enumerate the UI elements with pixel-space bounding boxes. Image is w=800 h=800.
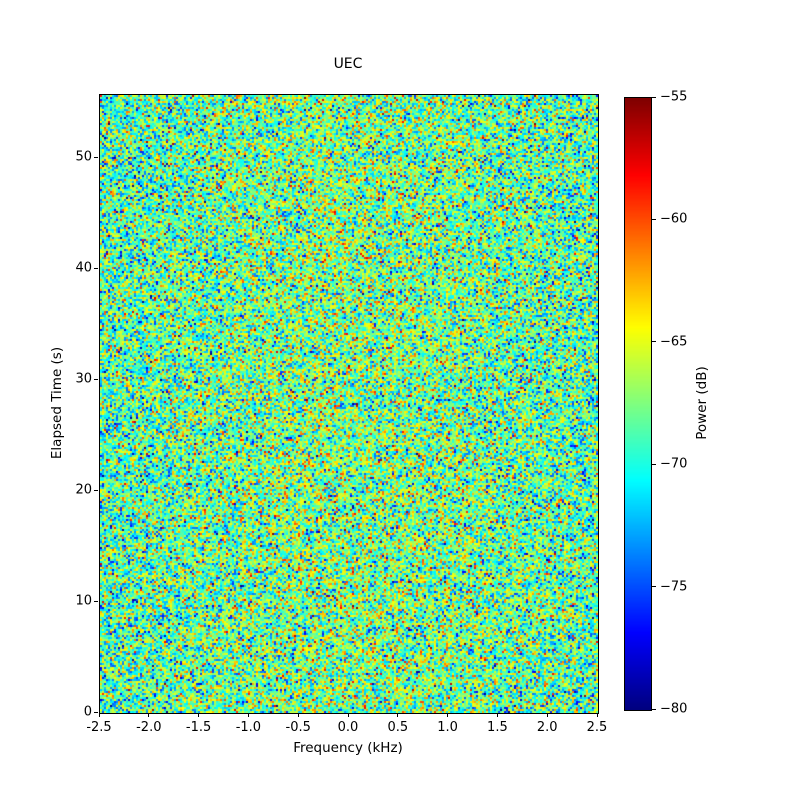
x-tick-label: 2.5: [586, 720, 608, 735]
figure-title: UEC: [333, 56, 363, 72]
colorbar-tick-label: −70: [660, 456, 688, 472]
colorbar-tick-label: −65: [660, 334, 688, 350]
colorbar-tick-label: −75: [660, 579, 688, 595]
x-tick-label: -2.5: [86, 720, 112, 735]
colorbar-tick-mark: [652, 586, 656, 588]
y-tick-mark: [94, 711, 98, 713]
colorbar-label: Power (dB): [694, 366, 710, 440]
colorbar-tick-label: −55: [660, 89, 688, 105]
x-tick-label: 0.5: [387, 720, 409, 735]
colorbar-tick-mark: [652, 708, 656, 710]
x-tick-mark: [546, 713, 548, 717]
x-tick-mark: [198, 713, 200, 717]
x-tick-mark: [247, 713, 249, 717]
colorbar-canvas: [625, 98, 651, 710]
x-tick-mark: [496, 713, 498, 717]
colorbar-tick-label: −60: [660, 211, 688, 227]
plot-area: [99, 94, 599, 714]
x-tick-mark: [347, 713, 349, 717]
y-tick-mark: [94, 489, 98, 491]
x-tick-label: -1.0: [235, 720, 262, 735]
y-tick-mark: [94, 156, 98, 158]
x-tick-mark: [447, 713, 449, 717]
x-tick-label: 0.0: [337, 720, 359, 735]
y-tick-mark: [94, 378, 98, 380]
colorbar: [624, 97, 652, 711]
heatmap-canvas: [100, 95, 598, 713]
colorbar-tick-label: −80: [660, 701, 688, 717]
x-tick-mark: [98, 713, 100, 717]
y-tick-label: 40: [75, 260, 92, 276]
y-tick-label: 20: [75, 482, 92, 498]
x-tick-label: 2.0: [536, 720, 558, 735]
x-tick-label: 1.5: [487, 720, 508, 735]
x-tick-mark: [397, 713, 399, 717]
x-tick-label: -2.0: [136, 720, 162, 735]
y-tick-mark: [94, 267, 98, 269]
x-tick-label: 1.0: [437, 720, 458, 735]
x-tick-label: -0.5: [285, 720, 311, 735]
x-tick-mark: [596, 713, 598, 717]
x-tick-label: -1.5: [185, 720, 212, 735]
colorbar-tick-mark: [652, 96, 656, 98]
y-axis-label: Elapsed Time (s): [49, 346, 65, 460]
y-tick-label: 50: [75, 149, 92, 165]
y-tick-label: 0: [83, 704, 92, 720]
x-axis-label: Frequency (kHz): [293, 740, 403, 756]
colorbar-tick-mark: [652, 218, 656, 220]
y-tick-label: 10: [75, 593, 92, 609]
colorbar-tick-mark: [652, 341, 656, 343]
y-tick-mark: [94, 600, 98, 602]
x-tick-mark: [297, 713, 299, 717]
x-tick-mark: [148, 713, 150, 717]
colorbar-tick-mark: [652, 463, 656, 465]
y-tick-label: 30: [75, 371, 92, 387]
